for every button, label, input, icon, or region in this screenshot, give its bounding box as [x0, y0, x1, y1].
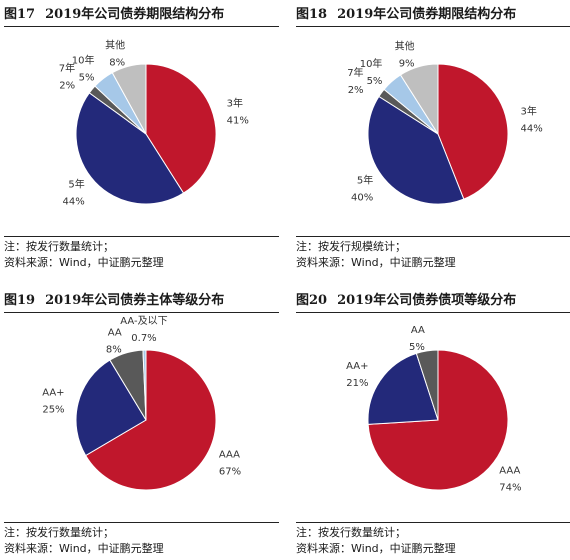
slice-value-label: 8% — [106, 345, 122, 356]
chart-title-text: 2019年公司债券债项等级分布 — [337, 293, 517, 308]
source-line: 资料来源：Wind，中证鹏元整理 — [4, 542, 164, 555]
chart-title-text: 2019年公司债券期限结构分布 — [45, 7, 225, 22]
pie-slice — [75, 359, 147, 457]
slice-label: 5年 — [68, 178, 84, 191]
chart-title-text: 2019年公司债券主体等级分布 — [45, 293, 225, 308]
slice-value-label: 9% — [399, 58, 415, 69]
pie-slice — [84, 349, 217, 491]
chart-notes: 注：按发行数量统计； 资料来源：Wind，中证鹏元整理 — [4, 236, 279, 271]
chart-panel-fig18: 图18 2019年公司债券期限结构分布 3年 44% 5年 40% 7年 2% 10年 5% 其他… — [296, 4, 570, 274]
note-line: 注：按发行数量统计； — [4, 240, 114, 253]
pie-slice — [111, 63, 147, 135]
source-line: 资料来源：Wind，中证鹏元整理 — [296, 542, 456, 555]
slice-label: AA+ — [346, 361, 368, 372]
slice-label: AA+ — [42, 387, 64, 398]
slice-value-label: 8% — [109, 58, 125, 69]
source-line: 资料来源：Wind，中证鹏元整理 — [4, 256, 164, 269]
slice-value-label: 21% — [346, 378, 368, 389]
note-line: 注：按发行数量统计； — [4, 526, 114, 539]
slice-value-label: 5% — [409, 342, 425, 353]
slice-value-label: 40% — [351, 193, 373, 204]
slice-label: 3年 — [521, 104, 537, 117]
pie-slice — [437, 63, 509, 200]
slice-label: 5年 — [357, 174, 373, 187]
pie-chart: AAA 74% AA+ 21% AA 5% — [346, 325, 521, 494]
chart-notes: 注：按发行数量统计； 资料来源：Wind，中证鹏元整理 — [296, 522, 570, 557]
slice-value-label: 44% — [63, 197, 85, 208]
note-line: 注：按发行数量统计； — [296, 526, 406, 539]
chart-title: 图19 2019年公司债券主体等级分布 — [4, 290, 279, 313]
slice-value-label: 74% — [499, 483, 521, 494]
chart-notes: 注：按发行规模统计； 资料来源：Wind，中证鹏元整理 — [296, 236, 570, 271]
slice-label: 7年 — [59, 61, 75, 74]
slice-label: 3年 — [227, 97, 243, 110]
slice-label: 其他 — [105, 39, 125, 52]
slice-label: AA — [108, 328, 122, 339]
pie-slice — [399, 63, 439, 136]
chart-title: 图20 2019年公司债券债项等级分布 — [296, 290, 570, 313]
chart-panel-fig17: 图17 2019年公司债券期限结构分布 3年 41% 5年 44% 7年 2% 10年 5% 其他… — [4, 4, 279, 274]
pie-slice — [75, 92, 185, 205]
chart-notes: 注：按发行数量统计； 资料来源：Wind，中证鹏元整理 — [4, 522, 279, 557]
slice-value-label: 2% — [348, 85, 364, 96]
slice-label: 其他 — [395, 39, 415, 52]
pie-chart: 3年 41% 5年 44% 7年 2% 10年 5% 其他 8% — [59, 39, 249, 208]
pie-slice — [142, 349, 147, 421]
pie-slice — [367, 352, 439, 425]
slice-label: AA-及以下 — [120, 315, 167, 327]
slice-value-label: 5% — [367, 76, 383, 87]
pie-chart: AAA 67% AA+ 25% AA 8% AA-及以下 0.7% — [42, 315, 241, 491]
slice-label: AAA — [499, 466, 520, 477]
chart-title-text: 2019年公司债券期限结构分布 — [337, 7, 517, 22]
chart-title: 图17 2019年公司债券期限结构分布 — [4, 4, 279, 27]
chart-panel-fig19: 图19 2019年公司债券主体等级分布 AAA 67% AA+ 25% AA 8% AA-及以… — [4, 290, 279, 560]
slice-value-label: 5% — [79, 73, 95, 84]
slice-value-label: 67% — [219, 467, 241, 478]
slice-label: 10年 — [72, 54, 95, 67]
figure-label: 图18 — [296, 7, 328, 22]
pie-chart: 3年 44% 5年 40% 7年 2% 10年 5% 其他 9% — [347, 39, 543, 205]
slice-label: AA — [411, 325, 425, 336]
pie-slice — [415, 349, 439, 421]
chart-panel-fig20: 图20 2019年公司债券债项等级分布 AAA 74% AA+ 21% AA 5% 注：按发… — [296, 290, 570, 560]
chart-title: 图18 2019年公司债券期限结构分布 — [296, 4, 570, 27]
slice-value-label: 25% — [42, 404, 64, 415]
figure-label: 图20 — [296, 293, 328, 308]
slice-label: 7年 — [347, 66, 363, 79]
slice-value-label: 44% — [521, 123, 543, 134]
slice-value-label: 2% — [59, 80, 75, 91]
slice-label: 10年 — [360, 57, 383, 70]
slice-value-label: 41% — [227, 116, 249, 127]
slice-value-label: 0.7% — [131, 333, 156, 344]
slice-label: AAA — [219, 450, 240, 461]
source-line: 资料来源：Wind，中证鹏元整理 — [296, 256, 456, 269]
note-line: 注：按发行规模统计； — [296, 240, 406, 253]
figure-label: 图17 — [4, 7, 36, 22]
pie-slice — [367, 95, 465, 205]
figure-label: 图19 — [4, 293, 36, 308]
